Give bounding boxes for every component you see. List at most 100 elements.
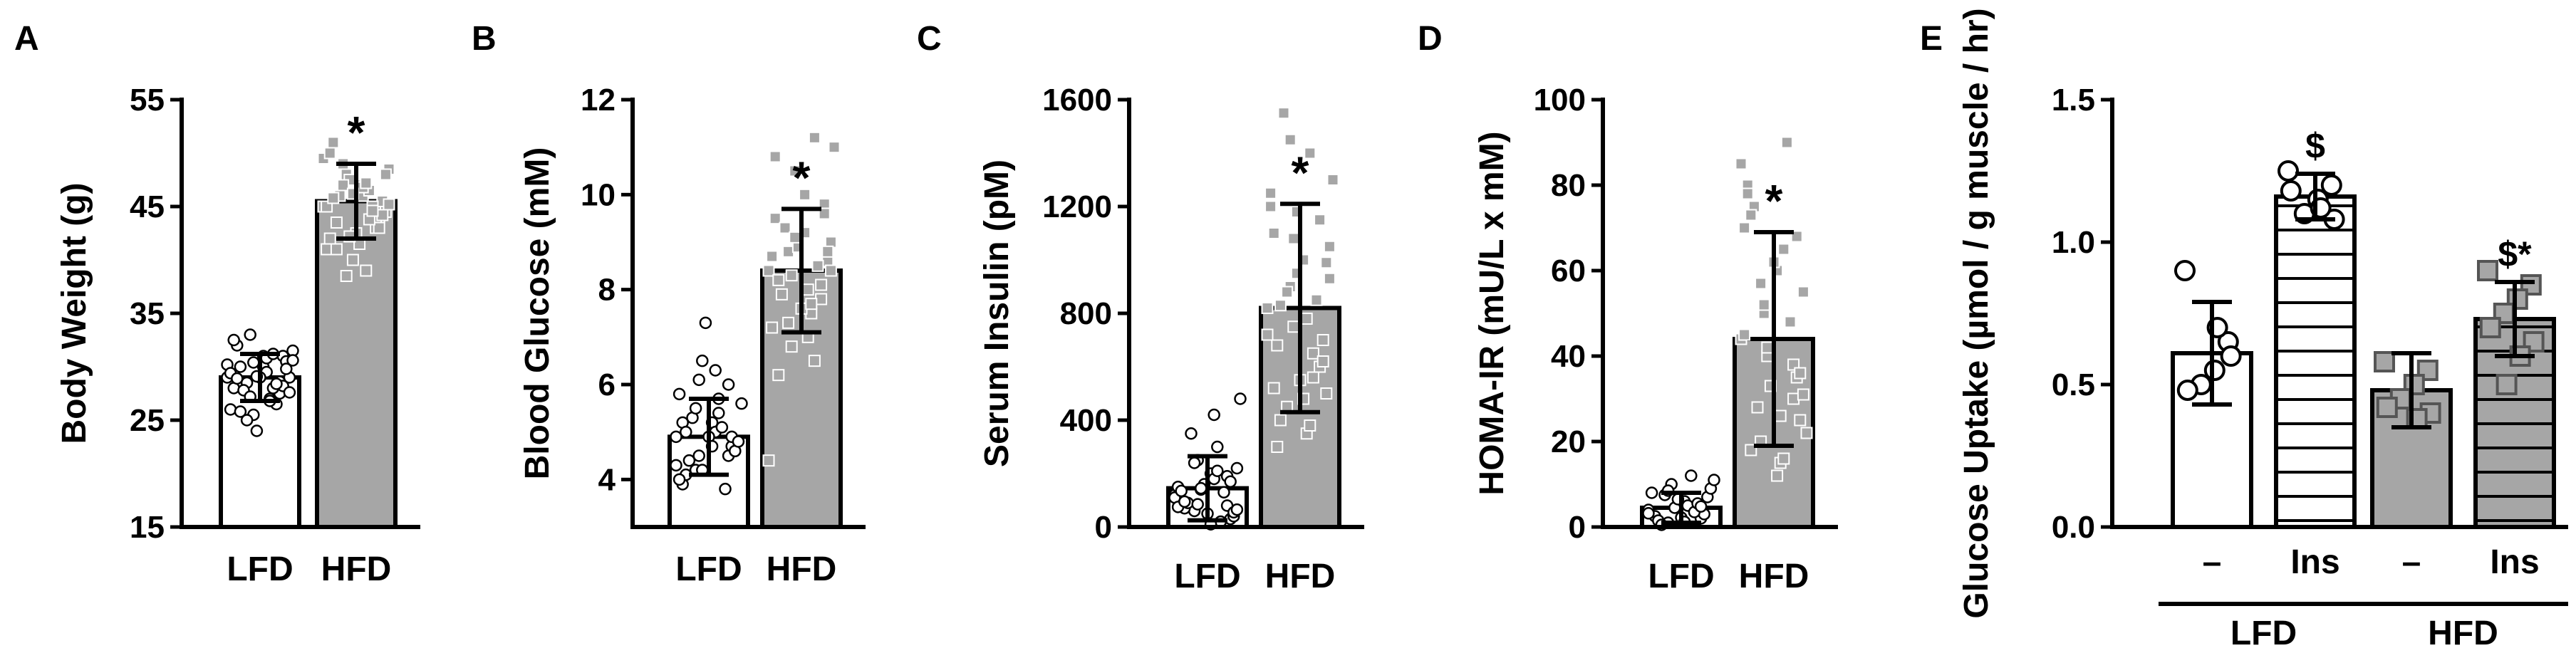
data-point — [1178, 495, 1191, 508]
data-point — [811, 259, 824, 272]
significance-marker: $* — [2498, 234, 2532, 274]
data-point — [2174, 260, 2196, 281]
x-category-label: HFD — [767, 550, 837, 588]
data-point — [1211, 464, 1224, 477]
data-point — [2176, 380, 2198, 401]
data-point — [1264, 187, 1277, 199]
data-point — [722, 378, 735, 391]
data-point — [323, 232, 336, 245]
bar-1 — [2274, 194, 2357, 529]
data-point — [2280, 180, 2302, 202]
y-tick-label: 6 — [598, 367, 616, 402]
y-tick-label: 1200 — [1042, 189, 1112, 224]
data-point — [1326, 174, 1339, 186]
y-axis-label: HOMA-IR (mU/L x mM) — [1473, 131, 1511, 495]
data-point — [828, 141, 841, 154]
x-category-label: – — [2402, 543, 2421, 581]
data-point — [1751, 401, 1764, 414]
x-category-label: LFD — [675, 550, 742, 588]
data-point — [1175, 484, 1188, 498]
data-point — [1217, 486, 1230, 498]
y-tick-label: 25 — [130, 403, 165, 438]
data-point — [1694, 500, 1708, 513]
data-point — [799, 188, 811, 201]
y-tick-label: 4 — [598, 462, 616, 497]
data-point — [732, 435, 745, 448]
data-point — [782, 316, 795, 329]
panel-label-a: A — [14, 20, 39, 58]
significance-marker: * — [1765, 175, 1783, 226]
data-point — [808, 131, 821, 144]
data-point — [1191, 498, 1204, 511]
y-tick-label: 1.0 — [2052, 225, 2095, 260]
data-point — [1264, 200, 1277, 213]
data-point — [327, 136, 340, 149]
data-point — [1745, 209, 1757, 221]
data-point — [818, 207, 831, 220]
significance-marker: * — [793, 152, 811, 203]
data-point — [735, 397, 748, 410]
data-point — [696, 354, 709, 367]
y-tick-label: 1600 — [1042, 83, 1112, 118]
data-point — [821, 245, 834, 258]
data-point — [227, 333, 240, 347]
data-point — [1738, 221, 1751, 234]
data-point — [373, 221, 385, 234]
data-point — [762, 264, 775, 277]
y-tick-label: 40 — [1551, 339, 1586, 374]
data-point — [709, 364, 722, 377]
y-axis-label: Serum Insulin (pM) — [978, 160, 1016, 467]
data-point — [689, 402, 702, 415]
data-point — [1277, 107, 1290, 120]
x-category-label: – — [2203, 543, 2222, 581]
data-point — [1261, 328, 1274, 341]
data-point — [2416, 360, 2439, 381]
data-point — [815, 293, 828, 306]
data-point — [1708, 474, 1720, 486]
data-point — [1314, 214, 1326, 226]
data-point — [1745, 444, 1757, 456]
data-point — [1320, 256, 1333, 269]
data-point — [1274, 414, 1287, 427]
data-point — [247, 356, 260, 369]
data-point — [1316, 355, 1329, 367]
data-point — [1307, 371, 1319, 384]
data-point — [1323, 272, 1336, 285]
data-point — [2477, 260, 2498, 281]
data-point — [1310, 293, 1323, 306]
data-point — [360, 264, 373, 277]
data-point — [1195, 481, 1208, 495]
y-tick-label: 0 — [1095, 510, 1112, 545]
y-tick-label: 400 — [1060, 403, 1112, 438]
y-tick-label: 35 — [130, 296, 165, 331]
data-point — [244, 328, 256, 341]
data-point — [231, 372, 244, 385]
data-point — [1780, 136, 1793, 149]
data-point — [785, 340, 798, 353]
data-point — [824, 264, 837, 277]
data-point — [769, 150, 781, 163]
data-point — [360, 177, 373, 189]
data-point — [772, 273, 785, 286]
data-point — [1794, 414, 1807, 427]
data-point — [286, 354, 299, 367]
data-point — [670, 459, 682, 472]
data-point — [2376, 397, 2398, 418]
y-tick-label: 15 — [130, 510, 165, 545]
panel-label-d: D — [1418, 20, 1443, 58]
data-point — [1188, 456, 1201, 469]
data-point — [1645, 486, 1658, 499]
y-tick-label: 12 — [581, 83, 616, 118]
y-tick-label: 100 — [1534, 83, 1586, 118]
data-point — [808, 355, 821, 367]
data-point — [1307, 347, 1319, 360]
x-category-label: HFD — [1265, 558, 1336, 595]
panel-b: B Blood Glucose (mM) 4 6 8 10 12 * LFD HFD — [472, 20, 866, 588]
data-point — [712, 407, 725, 419]
data-point — [1300, 313, 1313, 325]
data-point — [766, 250, 779, 263]
y-tick-label: 55 — [130, 83, 165, 118]
x-category-label: LFD — [227, 550, 293, 588]
data-point — [1271, 339, 1284, 352]
data-point — [1230, 461, 1244, 475]
